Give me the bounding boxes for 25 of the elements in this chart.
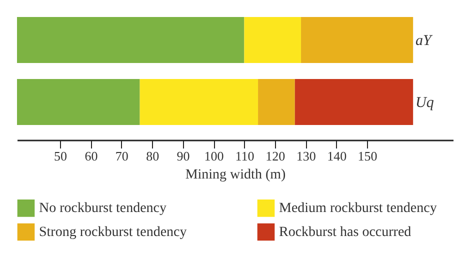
x-tick-label: 50 xyxy=(54,148,67,164)
y-tick-label: aY xyxy=(416,32,433,49)
bar xyxy=(301,16,414,63)
bar xyxy=(17,79,140,126)
legend-label: Strong rockburst tendency xyxy=(39,225,187,240)
x-tick-label: 110 xyxy=(235,148,254,164)
x-tick-label: 130 xyxy=(296,148,316,164)
x-tick-label: 120 xyxy=(266,148,286,164)
x-axis-title: Mining width (m) xyxy=(185,168,286,182)
bar xyxy=(294,79,414,126)
y-tick-label: Uq xyxy=(416,95,434,112)
bar xyxy=(140,79,258,126)
x-tick-label: 60 xyxy=(84,148,98,164)
x-tick-label: 80 xyxy=(146,148,160,164)
x-tick-label: 70 xyxy=(115,148,128,164)
x-tick-label: 100 xyxy=(204,148,224,164)
bar xyxy=(244,16,302,63)
x-tick-label: 150 xyxy=(358,148,378,164)
x-tick-label: 90 xyxy=(176,148,190,164)
bar xyxy=(258,79,295,126)
bar xyxy=(17,16,244,63)
x-tick-label: 140 xyxy=(327,148,347,164)
legend-label: Medium rockburst tendency xyxy=(279,201,437,216)
legend-label: No rockburst tendency xyxy=(39,201,167,216)
legend-label: Rockburst has occurred xyxy=(279,225,412,240)
